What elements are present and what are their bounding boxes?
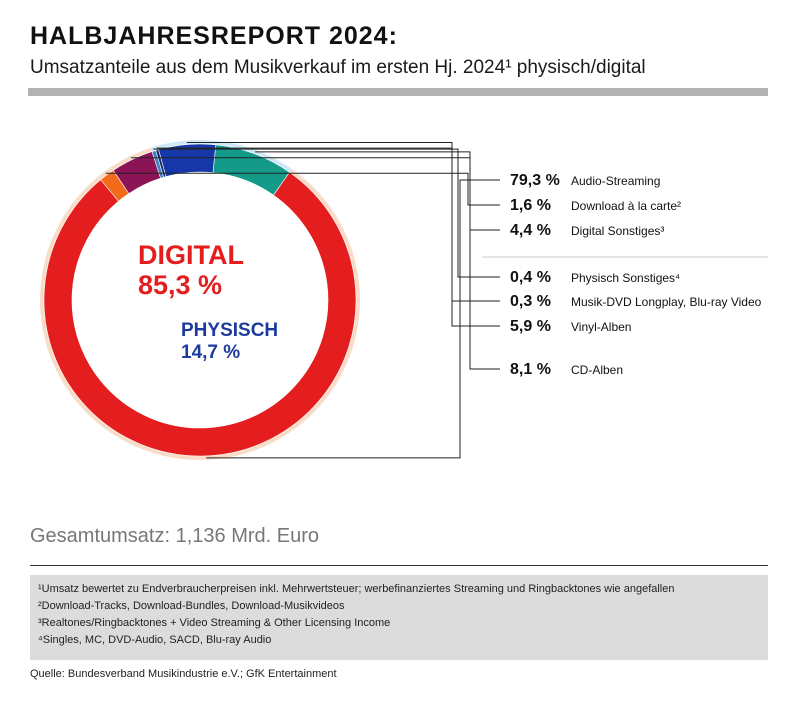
legend-label-5: Vinyl-Alben <box>571 320 631 334</box>
legend-label-0: Audio-Streaming <box>571 174 660 188</box>
donut-chart: 79,3 % Audio-Streaming 1,6 % Download à la … <box>39 140 768 460</box>
legend-value-0: 79,3 % <box>510 172 560 189</box>
legend-value-1: 1,6 % <box>510 197 551 214</box>
center-label-physisch: PHYSISCH <box>181 320 278 341</box>
legend-label-6: CD-Alben <box>571 363 623 377</box>
legend-value-2: 4,4 % <box>510 222 551 239</box>
legend-value-3: 0,4 % <box>510 269 551 286</box>
legend-value-4: 0,3 % <box>510 293 551 310</box>
legend-label-2: Digital Sonstiges³ <box>571 224 664 238</box>
donut-hole <box>72 172 328 428</box>
center-value-digital: 85,3 % <box>138 270 222 300</box>
legend-label-3: Physisch Sonstiges⁴ <box>571 271 680 285</box>
leader-line-1 <box>105 172 500 206</box>
center-value-physisch: 14,7 % <box>181 342 240 363</box>
footnote-1: ¹Umsatz bewertet zu Endverbraucherpreise… <box>38 583 675 595</box>
legend: 79,3 % Audio-Streaming 1,6 % Download à la … <box>510 172 762 378</box>
legend-value-5: 5,9 % <box>510 318 551 335</box>
legend-label-1: Download à la carte² <box>571 199 681 213</box>
leader-line-6 <box>255 151 500 370</box>
source-note: Quelle: Bundesverband Musikindustrie e.V… <box>30 668 337 680</box>
total-revenue: Gesamtumsatz: 1,136 Mrd. Euro <box>30 525 320 547</box>
leader-line-3 <box>153 148 500 278</box>
center-label-digital: DIGITAL <box>138 240 244 270</box>
chart-title: HALBJAHRESREPORT 2024: <box>30 22 398 50</box>
chart-subtitle: Umsatzanteile aus dem Musikverkauf im er… <box>30 57 646 78</box>
header-divider-bar <box>28 88 768 96</box>
leader-line-5 <box>186 142 500 327</box>
footnote-3: ³Realtones/Ringbacktones + Video Streami… <box>38 617 391 629</box>
legend-label-4: Musik-DVD Longplay, Blu-ray Video <box>571 295 762 309</box>
leader-line-0 <box>206 179 500 459</box>
footnote-divider <box>30 565 768 566</box>
footnote-4: ⁴Singles, MC, DVD-Audio, SACD, Blu-ray A… <box>38 634 272 646</box>
legend-value-6: 8,1 % <box>510 361 551 378</box>
footnotes-box: ¹Umsatz bewertet zu Endverbraucherpreise… <box>30 575 768 660</box>
footnote-2: ²Download-Tracks, Download-Bundles, Down… <box>38 600 345 612</box>
leader-lines <box>105 142 500 459</box>
